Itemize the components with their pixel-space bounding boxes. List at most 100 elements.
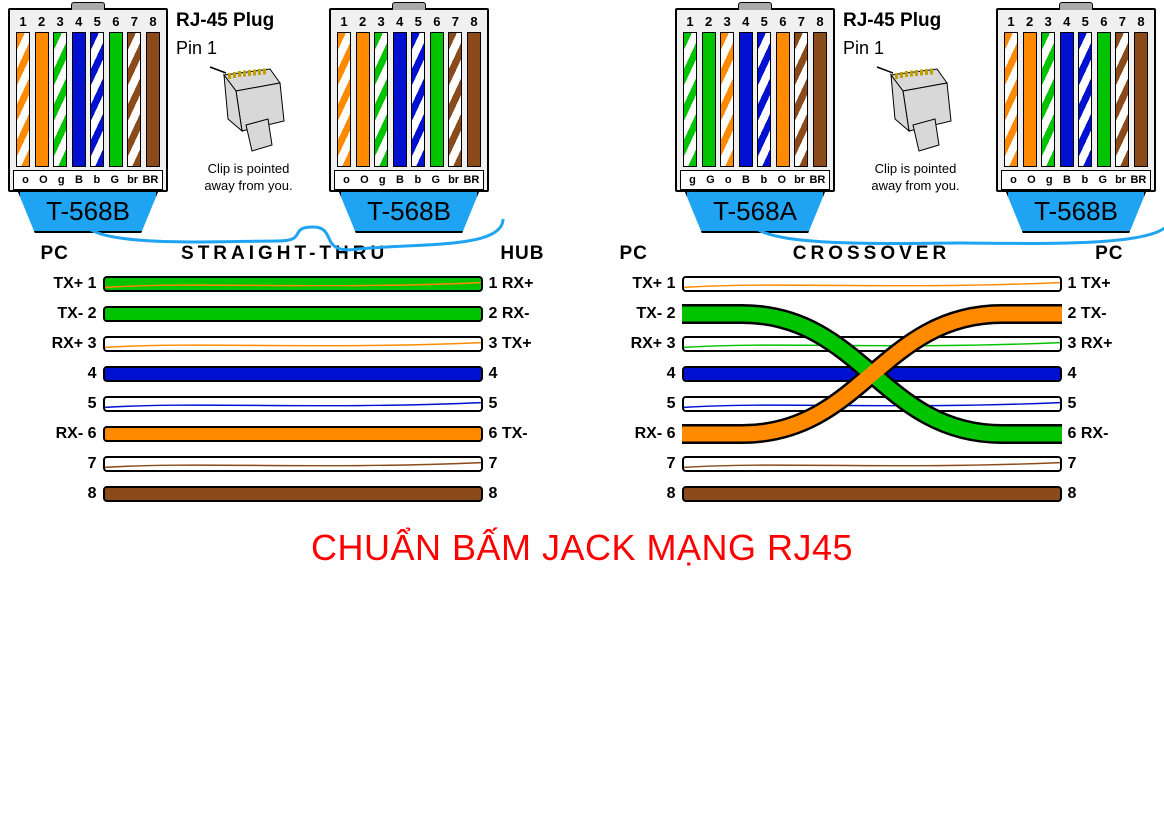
wire-code: b: [1076, 174, 1093, 186]
clip-note: Clip is pointed away from you.: [843, 161, 988, 195]
wire-bar: [682, 276, 1062, 292]
plug-iso-icon: [206, 65, 292, 155]
wire-code: G: [1094, 174, 1111, 186]
lane-right-label: 1 TX+: [1062, 275, 1142, 293]
wire-code: o: [17, 174, 34, 186]
wire-bar: [682, 336, 1062, 352]
wire-code: O: [1023, 174, 1040, 186]
wiring-lane: TX+ 1 1 RX+: [23, 269, 563, 299]
pin-number: 1: [15, 14, 31, 29]
pin-number: 3: [373, 14, 389, 29]
pin-number: 4: [1059, 14, 1075, 29]
lane-right-label: 7: [483, 455, 563, 473]
lane-left-label: 7: [23, 455, 103, 473]
lane-right-label: 2 TX-: [1062, 305, 1142, 323]
wire-bar: [103, 366, 483, 382]
pin1-label: Pin 1: [843, 38, 988, 59]
wire-bar: [682, 396, 1062, 412]
wire: [127, 32, 141, 167]
wire: [72, 32, 86, 167]
lane-left-label: 8: [23, 485, 103, 503]
lane-right-label: 8: [1062, 485, 1142, 503]
clip-note: Clip is pointed away from you.: [176, 161, 321, 195]
pin-number: 1: [1003, 14, 1019, 29]
pin-number: 2: [1022, 14, 1038, 29]
plug-4: 12345678oOgBbGbrBRT-568B: [996, 8, 1156, 233]
wire: [53, 32, 67, 167]
wire: [430, 32, 444, 167]
plug-info-1: RJ-45 Plug Pin 1: [176, 8, 321, 195]
pin-number: 8: [466, 14, 482, 29]
wire: [794, 32, 808, 167]
pin-number: 7: [1114, 14, 1130, 29]
lane-left-label: RX+ 3: [23, 335, 103, 353]
wire-code: O: [35, 174, 52, 186]
top-plugs-row: 12345678oOgBbGbrBRT-568B RJ-45 Plug Pin …: [8, 8, 1156, 233]
wire: [813, 32, 827, 167]
end-left: PC: [41, 243, 69, 265]
wire-code: O: [356, 174, 373, 186]
pin-number: 7: [793, 14, 809, 29]
wire-bar: [103, 276, 483, 292]
wiring-lane: RX- 66 RX-: [602, 419, 1142, 449]
wiring-lane: TX- 2 2 RX-: [23, 299, 563, 329]
pin-number: 5: [756, 14, 772, 29]
wire: [356, 32, 370, 167]
wire-bar: [682, 366, 1062, 382]
pin-number: 7: [447, 14, 463, 29]
wire-code: o: [720, 174, 737, 186]
plug-2: 12345678oOgBbGbrBRT-568B: [329, 8, 489, 233]
plug-1: 12345678oOgBbGbrBRT-568B: [8, 8, 168, 233]
wire-code: br: [1112, 174, 1129, 186]
wire-bar: [103, 306, 483, 322]
pin-number: 4: [738, 14, 754, 29]
wiring-lane: RX- 66 TX-: [23, 419, 563, 449]
wire: [448, 32, 462, 167]
plug-title: RJ-45 Plug: [843, 10, 988, 32]
wire-code: o: [338, 174, 355, 186]
page-title: CHUẨN BẤM JACK MẠNG RJ45: [8, 527, 1156, 569]
wiring-lane: 55: [602, 389, 1142, 419]
wire-code: B: [1059, 174, 1076, 186]
straight-thru-diagram: PCSTRAIGHT-THRUHUBTX+ 11 RX+TX- 22 RX-RX…: [23, 243, 563, 509]
lane-right-label: 2 RX-: [483, 305, 563, 323]
wire: [1097, 32, 1111, 167]
wire-code: b: [755, 174, 772, 186]
wiring-lane: 77: [602, 449, 1142, 479]
lane-left-label: TX- 2: [23, 305, 103, 323]
wire-bar: [682, 456, 1062, 472]
pin-number: 5: [1077, 14, 1093, 29]
pin-number: 2: [701, 14, 717, 29]
wire-code: o: [1005, 174, 1022, 186]
wire: [739, 32, 753, 167]
lane-right-label: 1 RX+: [483, 275, 563, 293]
pin-number: 8: [812, 14, 828, 29]
pin-number: 2: [355, 14, 371, 29]
pin-number: 1: [336, 14, 352, 29]
lane-right-label: 3 RX+: [1062, 335, 1142, 353]
wire-code: br: [124, 174, 141, 186]
lane-left-label: 5: [602, 395, 682, 413]
pin-number: 8: [1133, 14, 1149, 29]
wire-code: G: [106, 174, 123, 186]
straight-cable-group: 12345678oOgBbGbrBRT-568B RJ-45 Plug Pin …: [8, 8, 489, 233]
wire-code: BR: [142, 174, 159, 186]
pin-number: 1: [682, 14, 698, 29]
cable-loop-1: [78, 219, 508, 259]
crossover-diagram: PCCROSSOVERPCTX+ 11 TX+TX- 22 TX-RX+ 33 …: [602, 243, 1142, 509]
lane-left-label: TX+ 1: [23, 275, 103, 293]
lane-left-label: RX+ 3: [602, 335, 682, 353]
wire-bar: [103, 486, 483, 502]
lane-left-label: TX+ 1: [602, 275, 682, 293]
wire: [1060, 32, 1074, 167]
lane-right-label: 5: [1062, 395, 1142, 413]
wiring-diagrams-row: PCSTRAIGHT-THRUHUBTX+ 11 RX+TX- 22 RX-RX…: [8, 243, 1156, 509]
lane-right-label: 4: [483, 365, 563, 383]
pin-number: 8: [145, 14, 161, 29]
lane-left-label: 5: [23, 395, 103, 413]
lane-right-label: 6 RX-: [1062, 425, 1142, 443]
wiring-lane: 44: [23, 359, 563, 389]
wire-code: g: [684, 174, 701, 186]
wire-code: G: [702, 174, 719, 186]
wire: [35, 32, 49, 167]
